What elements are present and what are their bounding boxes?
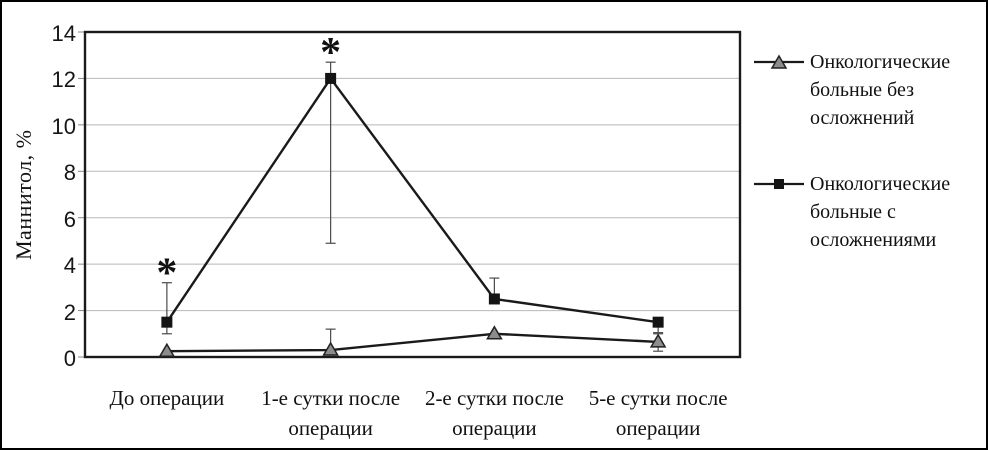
y-tick-label: 12 [51,67,76,93]
triangle-data-marker [649,333,667,348]
triangle-data-marker [158,342,176,357]
square-data-marker [325,72,337,84]
square-data-marker [652,316,664,328]
x-category-label: 2-е сутки после операции [424,386,564,440]
square-data-marker [488,293,500,305]
legend-label: Онкологические больные без осложнений [810,51,951,129]
y-tick-label: 10 [51,113,76,139]
y-tick-label: 6 [63,206,76,232]
triangle-marker-icon [754,54,804,69]
y-tick-label: 8 [63,160,76,186]
legend-item-with-complications: Онкологические больные с осложнениями [754,170,982,254]
plot-frame [83,30,742,359]
legend: Онкологические больные без осложнений Он… [754,48,982,292]
y-tick-label: 0 [63,346,76,371]
significance-asterisk: * [156,251,177,297]
x-category-label: 1-е сутки после операции [261,386,401,440]
triangle-data-marker [322,341,339,356]
square-marker-icon [754,179,804,189]
y-tick-label: 2 [63,299,76,325]
triangle-data-marker [486,325,503,340]
y-tick-label: 14 [51,21,76,46]
series-line [165,76,659,324]
series-line [166,332,659,353]
square-data-marker [161,316,173,328]
x-category-label: До операции [109,386,225,410]
y-tick-label: 4 [63,253,76,279]
legend-item-without-complications: Онкологические больные без осложнений [754,48,982,132]
x-category-label: 5-е сутки после операции [588,386,728,440]
significance-asterisk: * [320,30,341,76]
legend-label: Онкологические больные с осложнениями [810,173,951,251]
